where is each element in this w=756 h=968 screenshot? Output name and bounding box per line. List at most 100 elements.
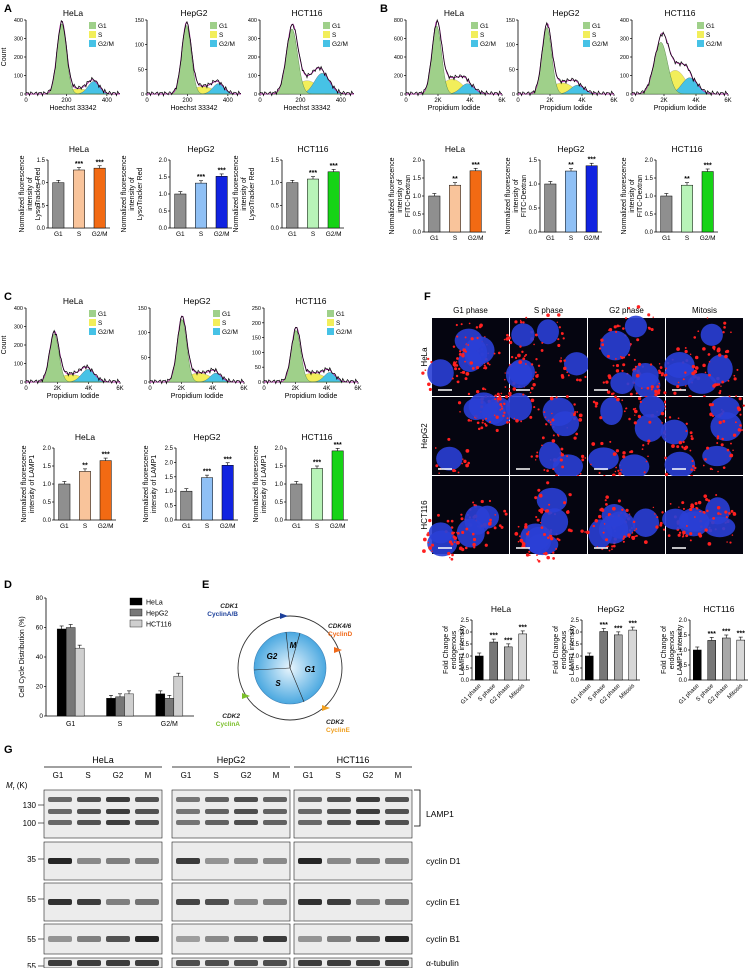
legend-label: S xyxy=(222,320,227,327)
lysosome-puncta xyxy=(647,455,649,458)
lysosome-puncta xyxy=(615,369,620,373)
lysosome-puncta xyxy=(726,541,728,543)
legend-swatch xyxy=(210,40,217,47)
lysosome-puncta xyxy=(461,547,465,552)
category-label: G2/M xyxy=(161,721,178,728)
lysosome-puncta xyxy=(484,388,487,391)
lysosome-puncta xyxy=(622,451,626,455)
lysosome-puncta xyxy=(520,420,523,423)
nucleus xyxy=(700,323,723,346)
legend-swatch xyxy=(471,31,478,38)
x-tick-label: 0 xyxy=(516,98,520,104)
lysosome-puncta xyxy=(646,386,650,390)
y-tick-label: 0 xyxy=(20,380,23,386)
lysosome-puncta xyxy=(659,366,663,369)
lysosome-puncta xyxy=(724,510,728,514)
lysosome-puncta xyxy=(427,541,430,544)
lysosome-puncta xyxy=(534,459,537,461)
lysosome-puncta xyxy=(493,352,496,355)
lysosome-puncta xyxy=(465,448,470,453)
blot-protein-label: cyclin D1 xyxy=(426,856,461,866)
y-tick-label: 1.0 xyxy=(159,192,168,198)
protein-band xyxy=(385,960,409,966)
lysosome-puncta xyxy=(456,335,459,338)
y-tick-label: 0.0 xyxy=(679,678,688,684)
bar-chart-title: HepG2 xyxy=(598,604,625,614)
lysosome-puncta xyxy=(629,392,633,396)
lysosome-puncta xyxy=(427,382,431,387)
lysosome-puncta xyxy=(458,352,462,356)
lysosome-puncta xyxy=(598,514,602,519)
nucleus xyxy=(664,451,696,478)
lysosome-puncta xyxy=(722,331,725,334)
lysosome-puncta xyxy=(560,357,562,359)
protein-band xyxy=(106,820,130,825)
lysosome-puncta xyxy=(464,546,468,550)
bar xyxy=(660,195,673,233)
lysosome-puncta xyxy=(694,501,698,506)
category-label: G2/M xyxy=(330,523,346,530)
lysosome-puncta xyxy=(706,446,710,450)
lysosome-puncta xyxy=(681,501,685,505)
lysosome-puncta xyxy=(729,453,734,458)
significance-label: *** xyxy=(309,170,317,177)
lysosome-puncta xyxy=(464,350,468,353)
lysosome-puncta xyxy=(530,455,533,458)
lysosome-puncta xyxy=(549,396,554,401)
significance-label: *** xyxy=(708,631,716,638)
bar xyxy=(311,468,323,521)
blot-group-label: HCT116 xyxy=(337,755,370,765)
lysosome-puncta xyxy=(723,321,727,325)
bar-y-label: intensity of xyxy=(513,179,520,213)
lysosome-puncta xyxy=(450,526,454,529)
lysosome-puncta xyxy=(426,533,430,537)
lysosome-puncta xyxy=(636,305,641,309)
lysosome-puncta xyxy=(504,512,508,516)
y-tick-label: 0 xyxy=(254,92,257,98)
lysosome-puncta xyxy=(499,409,502,411)
x-tick-label: 4K xyxy=(323,386,330,392)
lysosome-puncta xyxy=(510,355,514,359)
lysosome-puncta xyxy=(532,378,535,380)
lysosome-puncta xyxy=(503,402,506,406)
lysosome-puncta xyxy=(606,354,610,358)
histogram-data-line xyxy=(259,23,355,97)
bar-chart-title: HCT116 xyxy=(301,432,332,442)
x-tick-label: 0 xyxy=(148,386,152,392)
lysosome-puncta xyxy=(535,374,539,378)
histogram-data-line xyxy=(405,18,503,97)
lysosome-puncta xyxy=(535,516,538,519)
lane-label: G1 xyxy=(181,771,192,780)
y-tick-label: 2.0 xyxy=(159,158,168,164)
lysosome-puncta xyxy=(656,516,659,519)
lysosome-puncta xyxy=(530,398,535,403)
lysosome-puncta xyxy=(460,371,462,374)
significance-label: *** xyxy=(704,163,712,170)
lysosome-puncta xyxy=(622,455,626,459)
protein-band xyxy=(135,960,159,966)
protein-band xyxy=(135,809,159,814)
lysosome-puncta xyxy=(638,364,641,367)
lysosome-puncta xyxy=(606,390,611,394)
lysosome-puncta xyxy=(631,532,634,534)
lysosome-puncta xyxy=(551,412,553,415)
lysosome-puncta xyxy=(461,462,463,465)
legend-label: G1 xyxy=(332,23,341,30)
y-tick-label: 2.0 xyxy=(275,446,284,452)
lane-label: G2 xyxy=(241,771,252,780)
y-tick-label: 0 xyxy=(258,380,261,386)
legend-swatch xyxy=(327,310,334,317)
lysosome-puncta xyxy=(598,471,601,475)
lysosome-puncta xyxy=(559,458,563,462)
lysosome-puncta xyxy=(630,450,634,454)
blot-protein-label: α-tubulin xyxy=(426,958,459,968)
protein-band xyxy=(385,858,409,864)
lysosome-puncta xyxy=(456,380,460,384)
lysosome-puncta xyxy=(552,419,555,422)
lysosome-puncta xyxy=(723,326,726,329)
y-tick-label: 0.5 xyxy=(413,212,422,218)
blot-group-label: HepG2 xyxy=(217,755,246,765)
legend-swatch xyxy=(89,31,96,38)
protein-band xyxy=(106,797,130,802)
lysosome-puncta xyxy=(470,419,472,422)
